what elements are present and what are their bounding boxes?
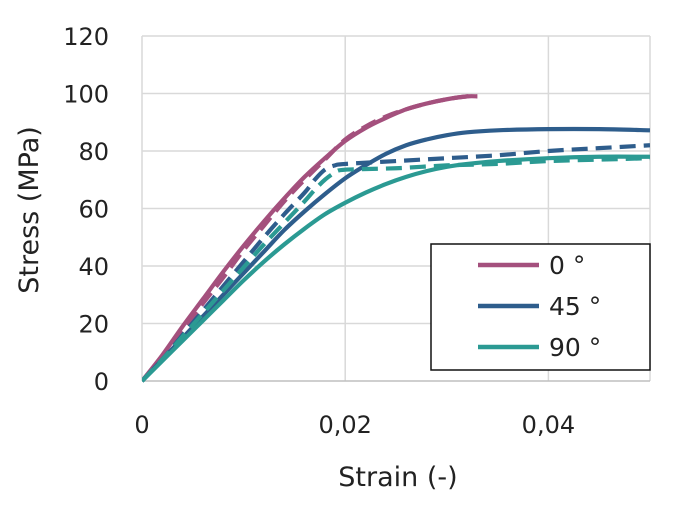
axes — [141, 36, 650, 382]
y-tick-label: 80 — [78, 138, 109, 166]
series-line-0-deg-dashed — [142, 94, 478, 383]
tick-labels: 0 20 40 60 80 100 120 0 0,02 0,04 — [63, 23, 575, 439]
legend-label: 0 ° — [549, 251, 585, 280]
series-line-90-deg-solid — [142, 154, 650, 383]
x-tick-label: 0,04 — [522, 411, 575, 439]
series-group — [142, 94, 650, 383]
x-tick-label: 0 — [134, 411, 149, 439]
y-tick-label: 60 — [78, 196, 109, 224]
y-tick-label: 100 — [63, 81, 109, 109]
legend: 0 ° 45 ° 90 ° — [430, 243, 651, 371]
series-line-45-deg-dashed — [142, 143, 650, 383]
y-axis-title: Stress (MPa) — [14, 126, 45, 294]
series-line-90-deg-dashed — [142, 156, 650, 383]
y-tick-label: 20 — [78, 311, 109, 339]
y-tick-label: 0 — [94, 368, 109, 396]
y-tick-label: 40 — [78, 253, 109, 281]
legend-label: 90 ° — [549, 333, 601, 362]
x-tick-label: 0,02 — [318, 411, 371, 439]
legend-box — [430, 243, 651, 371]
y-tick-label: 120 — [63, 23, 109, 51]
series-line-45-deg-solid — [142, 126, 650, 383]
legend-label: 45 ° — [549, 292, 601, 321]
x-axis-title: Strain (-) — [338, 462, 457, 493]
